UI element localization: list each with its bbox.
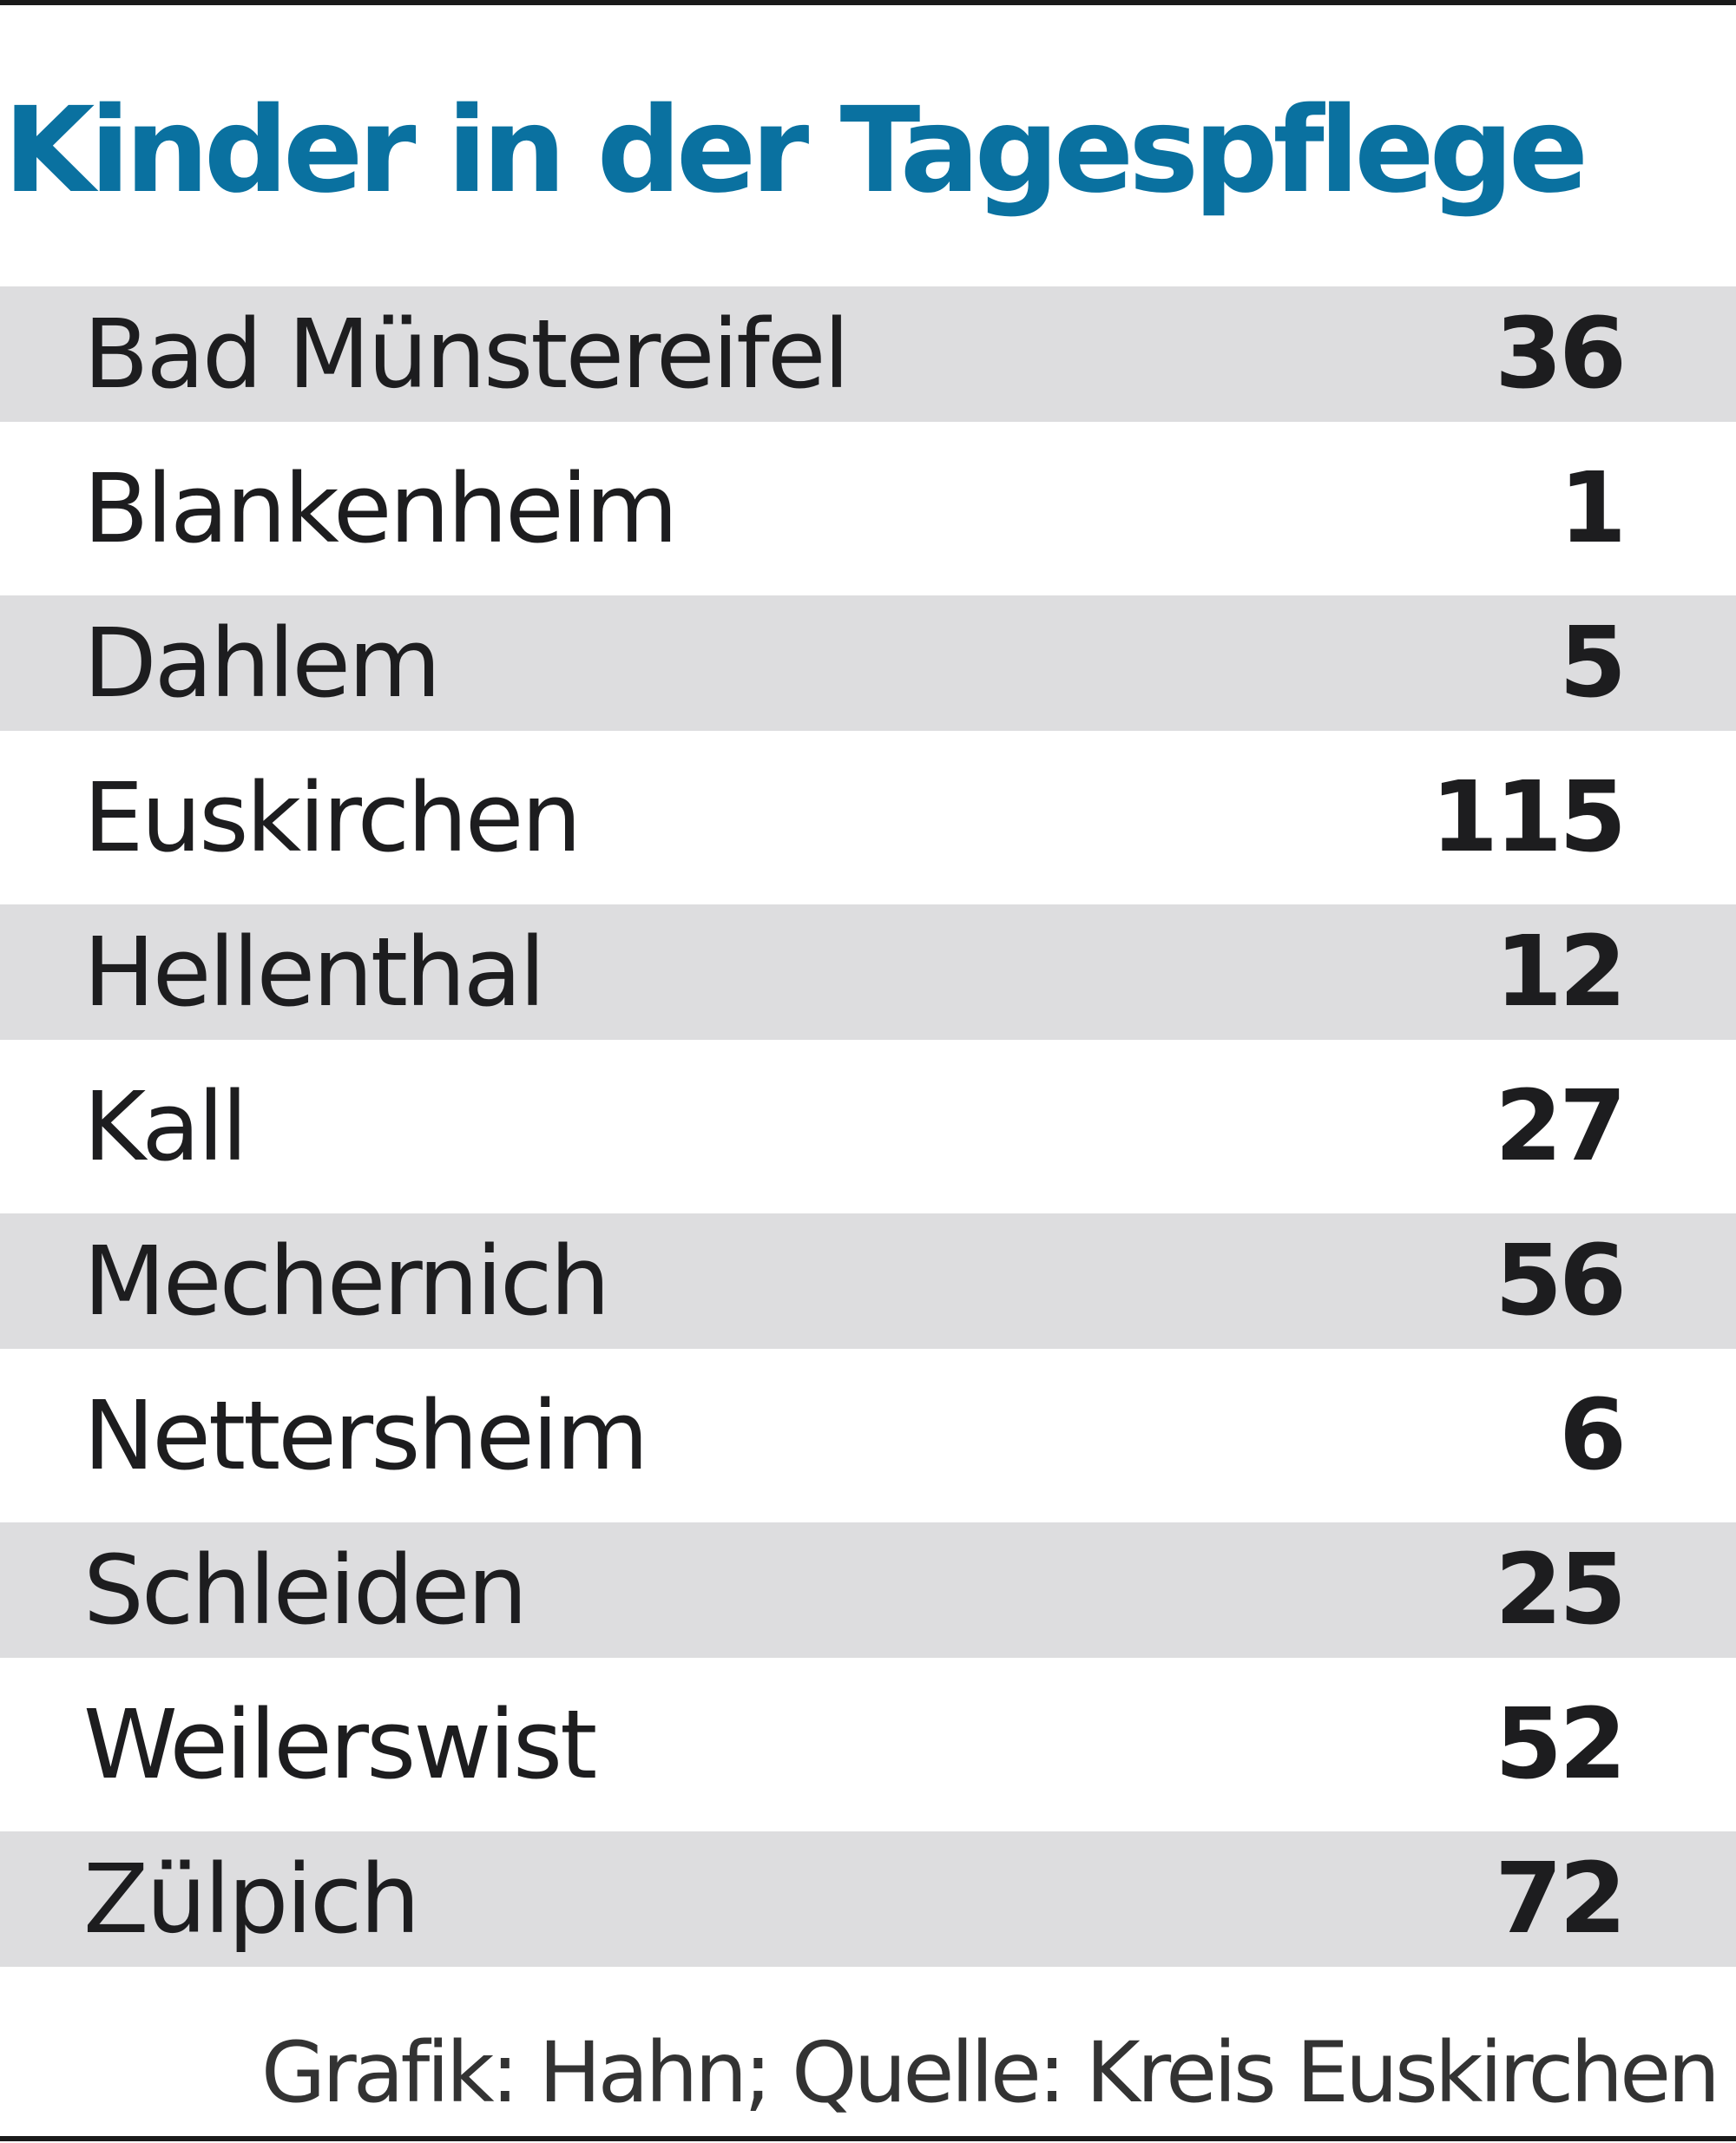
row-label: Zülpich [83, 1844, 420, 1955]
row-value: 27 [1495, 1070, 1627, 1183]
table-row: Hellenthal 12 [0, 904, 1736, 1040]
row-value: 12 [1495, 916, 1627, 1029]
table-row: Dahlem 5 [0, 595, 1736, 731]
table-row: Weilerswist 52 [0, 1677, 1736, 1812]
row-label: Nettersheim [83, 1380, 649, 1491]
table-row: Nettersheim 6 [0, 1368, 1736, 1503]
row-label: Euskirchen [83, 762, 582, 873]
row-value: 115 [1430, 761, 1627, 874]
row-value: 36 [1495, 298, 1627, 411]
table-row: Bad Münstereifel 36 [0, 286, 1736, 422]
bottom-rule [0, 2136, 1736, 2141]
row-value: 72 [1495, 1843, 1627, 1956]
row-label: Schleiden [83, 1535, 528, 1646]
row-value: 5 [1559, 607, 1627, 720]
source-credit: Grafik: Hahn; Quelle: Kreis Euskirchen [260, 2024, 1720, 2121]
table-row: Blankenheim 1 [0, 441, 1736, 576]
table-row: Mechernich 56 [0, 1213, 1736, 1349]
row-label: Dahlem [83, 608, 441, 719]
row-label: Mechernich [83, 1226, 610, 1337]
table-row: Schleiden 25 [0, 1522, 1736, 1658]
row-value: 25 [1495, 1534, 1627, 1647]
row-label: Hellenthal [83, 917, 546, 1028]
top-rule [0, 0, 1736, 5]
row-value: 56 [1495, 1225, 1627, 1338]
row-label: Bad Münstereifel [83, 299, 850, 410]
table-row: Euskirchen 115 [0, 750, 1736, 885]
table-row: Kall 27 [0, 1059, 1736, 1194]
chart-title: Kinder in der Tagespflege [3, 82, 1588, 220]
row-label: Kall [83, 1071, 248, 1182]
row-value: 52 [1495, 1688, 1627, 1801]
row-value: 1 [1559, 452, 1627, 565]
data-table: Bad Münstereifel 36 Blankenheim 1 Dahlem 5 Eus… [0, 286, 1736, 1986]
row-label: Weilerswist [83, 1689, 597, 1800]
row-label: Blankenheim [83, 453, 678, 564]
row-value: 6 [1559, 1379, 1627, 1492]
table-row: Zülpich 72 [0, 1831, 1736, 1967]
